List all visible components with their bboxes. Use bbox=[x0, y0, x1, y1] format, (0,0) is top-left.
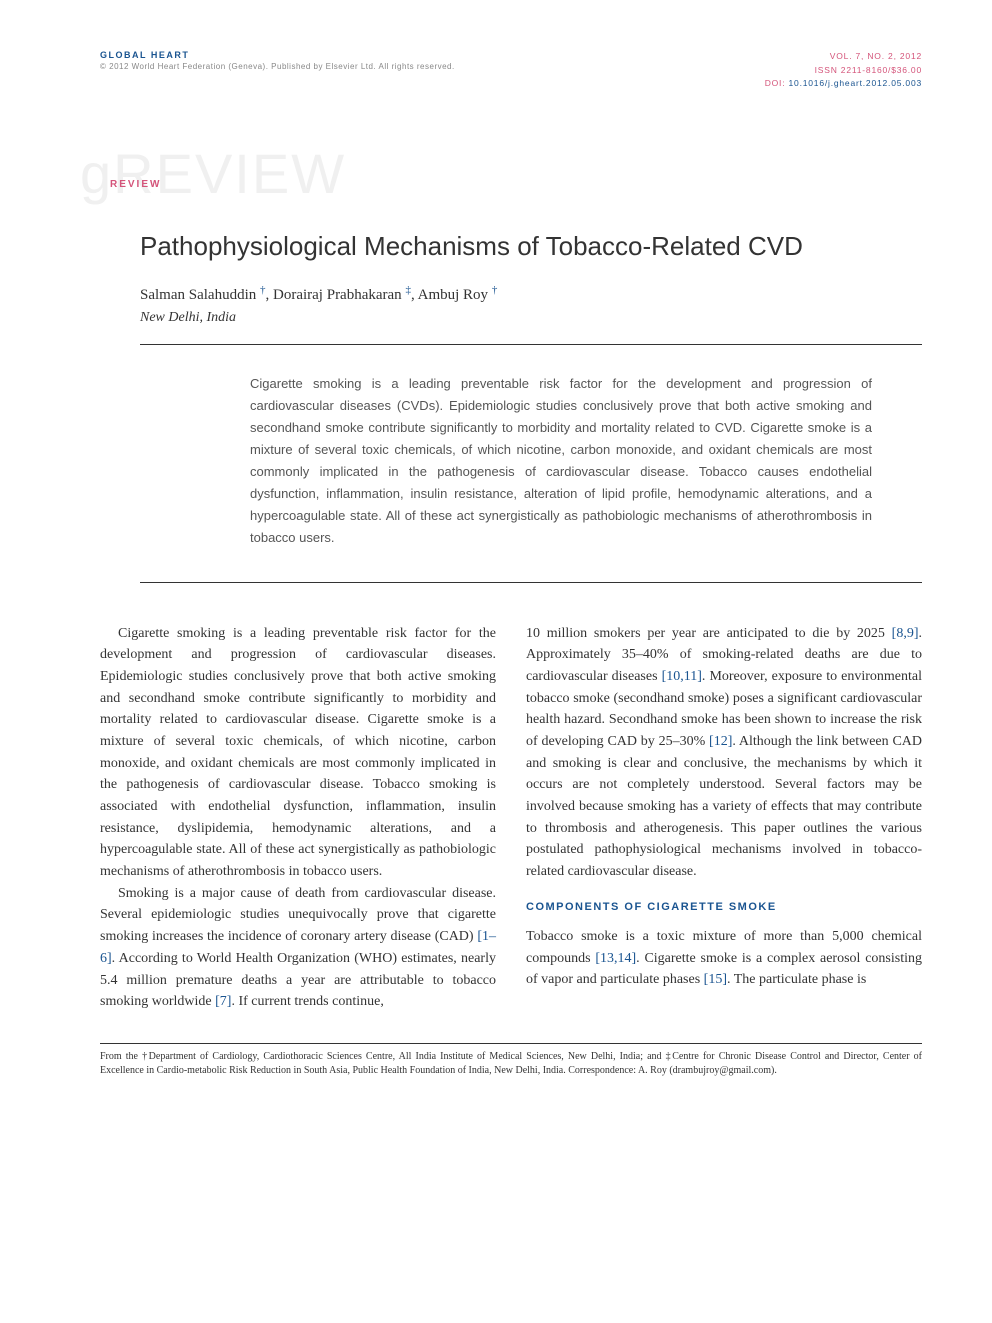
author-2: Dorairaj Prabhakaran bbox=[273, 287, 402, 303]
page-header: GLOBAL HEART © 2012 World Heart Federati… bbox=[100, 50, 922, 91]
doi-link[interactable]: 10.1016/j.gheart.2012.05.003 bbox=[789, 78, 922, 88]
affil-mark: † bbox=[260, 284, 266, 296]
citation-link[interactable]: [7] bbox=[215, 994, 231, 1009]
divider bbox=[100, 1043, 922, 1044]
affil-mark: ‡ bbox=[405, 284, 411, 296]
affil-mark: † bbox=[492, 284, 498, 296]
column-right: 10 million smokers per year are anticipa… bbox=[526, 623, 922, 1013]
doi-line: DOI: 10.1016/j.gheart.2012.05.003 bbox=[765, 77, 922, 91]
divider bbox=[140, 582, 922, 583]
body-paragraph: Cigarette smoking is a leading preventab… bbox=[100, 623, 496, 883]
citation-link[interactable]: [10,11] bbox=[662, 669, 702, 684]
author-list: Salman Salahuddin †, Dorairaj Prabhakara… bbox=[140, 284, 922, 304]
body-paragraph: Tobacco smoke is a toxic mixture of more… bbox=[526, 926, 922, 991]
article-title: Pathophysiological Mechanisms of Tobacco… bbox=[140, 231, 922, 262]
citation-link[interactable]: [8,9] bbox=[892, 626, 919, 641]
header-left-block: GLOBAL HEART © 2012 World Heart Federati… bbox=[100, 50, 455, 91]
affiliation: New Delhi, India bbox=[140, 310, 922, 326]
review-label: REVIEW bbox=[110, 179, 161, 190]
citation-link[interactable]: [13,14] bbox=[595, 951, 636, 966]
abstract: Cigarette smoking is a leading preventab… bbox=[250, 373, 872, 550]
citation-link[interactable]: [12] bbox=[709, 734, 732, 749]
issn-info: ISSN 2211-8160/$36.00 bbox=[765, 64, 922, 78]
footnote: From the †Department of Cardiology, Card… bbox=[100, 1050, 922, 1078]
body-paragraph: 10 million smokers per year are anticipa… bbox=[526, 623, 922, 883]
body-paragraph: Smoking is a major cause of death from c… bbox=[100, 883, 496, 1013]
author-3: Ambuj Roy bbox=[418, 287, 488, 303]
header-right-block: VOL. 7, NO. 2, 2012 ISSN 2211-8160/$36.0… bbox=[765, 50, 922, 91]
section-heading: COMPONENTS OF CIGARETTE SMOKE bbox=[526, 899, 922, 916]
watermark-text: gREVIEW bbox=[80, 141, 346, 206]
journal-name: GLOBAL HEART bbox=[100, 50, 455, 60]
author-1: Salman Salahuddin bbox=[140, 287, 256, 303]
body-columns: Cigarette smoking is a leading preventab… bbox=[100, 623, 922, 1013]
divider bbox=[140, 344, 922, 345]
citation-link[interactable]: [15] bbox=[704, 972, 727, 987]
section-watermark: gREVIEW REVIEW bbox=[100, 171, 922, 231]
column-left: Cigarette smoking is a leading preventab… bbox=[100, 623, 496, 1013]
volume-info: VOL. 7, NO. 2, 2012 bbox=[765, 50, 922, 64]
copyright-line: © 2012 World Heart Federation (Geneva). … bbox=[100, 62, 455, 71]
